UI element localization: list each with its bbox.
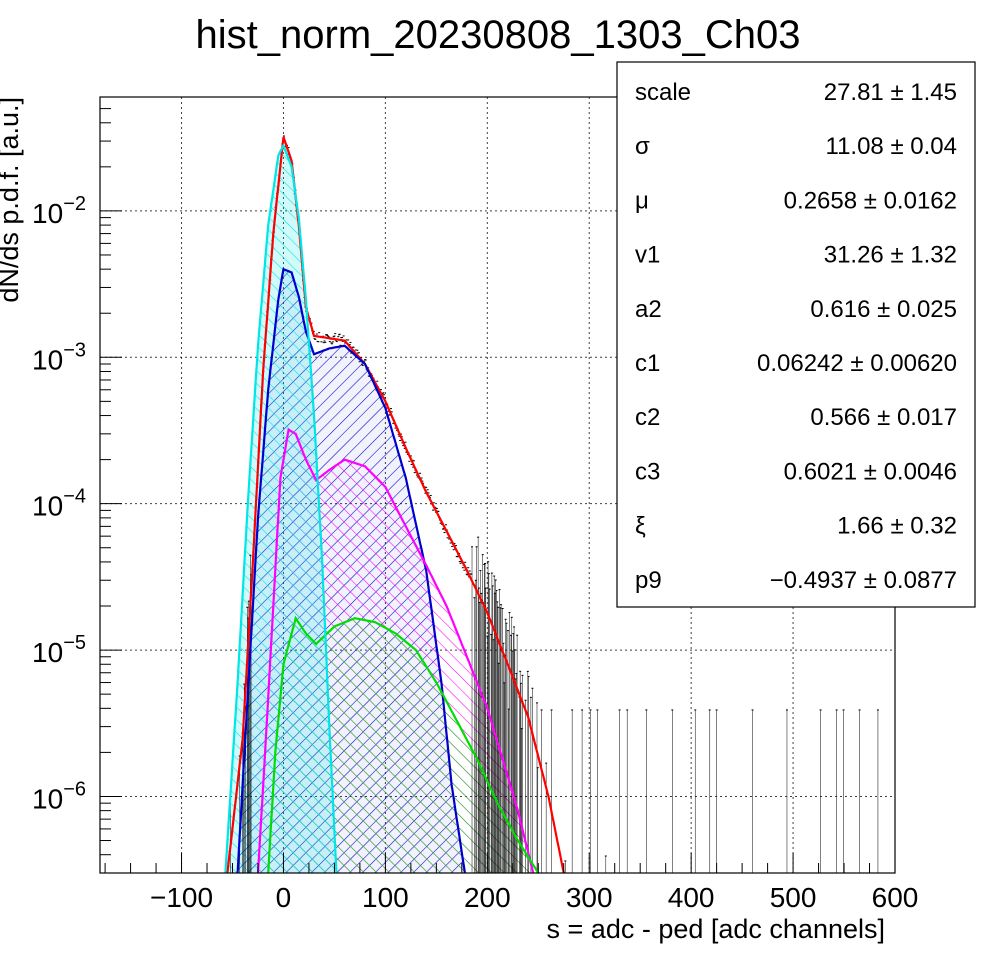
stat-value: 0.6021 ± 0.0046	[784, 458, 957, 485]
stat-value: 1.66 ± 0.32	[837, 513, 957, 540]
x-tick-label: 300	[566, 882, 613, 913]
y-tick-label: 10−5	[32, 632, 86, 668]
stat-key: σ	[635, 133, 650, 160]
stat-key: μ	[635, 187, 649, 214]
fit-curve	[267, 615, 540, 873]
stat-key: scale	[635, 79, 691, 106]
x-tick-label: 200	[464, 882, 511, 913]
plot-area	[224, 135, 879, 873]
stat-value: 0.2658 ± 0.0162	[784, 187, 957, 214]
stat-key: a2	[635, 296, 662, 323]
x-tick-label: 0	[276, 882, 292, 913]
stat-key: v1	[635, 242, 660, 269]
component-tint	[225, 145, 337, 873]
stat-key: p9	[635, 567, 662, 594]
x-tick-label: 100	[362, 882, 409, 913]
x-tick-label: 500	[770, 882, 817, 913]
x-axis-label: s = adc - ped [adc channels]	[547, 914, 885, 944]
stat-value: 31.26 ± 1.32	[824, 242, 957, 269]
stat-value: 0.06242 ± 0.00620	[757, 350, 957, 377]
chart-title: hist_norm_20230808_1303_Ch03	[196, 13, 801, 57]
stat-key: c3	[635, 458, 660, 485]
fit-curve	[256, 427, 535, 873]
y-tick-label: 10−2	[32, 193, 86, 229]
stat-value: −0.4937 ± 0.0877	[770, 567, 957, 594]
stats-box: scale 27.81 ± 1.45 σ 11.08 ± 0.04 μ 0.2658 ± …	[616, 61, 976, 608]
fit-curve	[236, 267, 466, 873]
stat-value: 27.81 ± 1.45	[824, 79, 957, 106]
component-fill	[268, 618, 539, 873]
stat-key: c1	[635, 350, 660, 377]
x-tick-label: 400	[668, 882, 715, 913]
x-tick-label: 600	[872, 882, 919, 913]
axis-ticks: −100 0 100 200 300 400 500 600 10−2 10−3 10−4 10−5 1…	[32, 96, 919, 913]
x-tick-label: −100	[150, 882, 213, 913]
y-axis-label: dN/ds p.d.f. [a.u.]	[0, 97, 24, 303]
component-fill	[225, 145, 337, 873]
y-tick-label: 10−4	[32, 486, 86, 522]
y-tick-label: 10−3	[32, 339, 86, 375]
fit-curve	[226, 136, 565, 873]
stat-value: 0.616 ± 0.025	[810, 296, 957, 323]
stats-box-frame	[616, 61, 976, 608]
stat-value: 0.566 ± 0.017	[810, 404, 957, 431]
stat-value: 11.08 ± 0.04	[826, 133, 958, 160]
y-tick-label: 10−6	[32, 778, 86, 814]
fit-curve	[224, 142, 338, 873]
stat-key: ξ	[635, 513, 646, 540]
stat-key: c2	[635, 404, 660, 431]
